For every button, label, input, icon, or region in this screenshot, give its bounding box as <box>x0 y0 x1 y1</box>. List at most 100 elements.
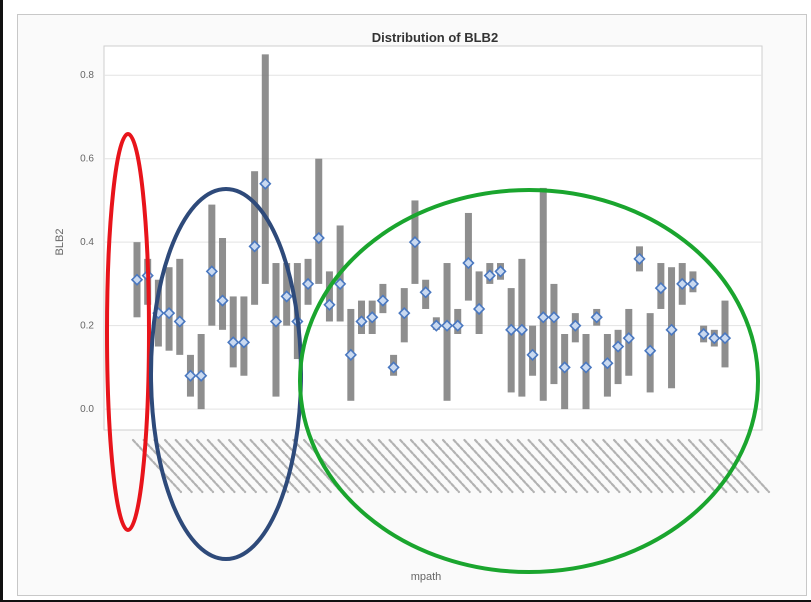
x-tick-label <box>474 438 525 494</box>
error-bar <box>614 329 622 385</box>
mean-marker <box>505 323 518 336</box>
x-tick-label <box>431 438 482 494</box>
mean-marker <box>398 306 411 320</box>
mean-marker <box>665 323 678 336</box>
mean-marker <box>344 348 357 362</box>
x-tick-label <box>217 438 268 494</box>
mean-marker <box>515 323 529 336</box>
mean-marker <box>472 302 486 316</box>
x-tick-label <box>153 438 204 494</box>
mean-marker <box>718 332 732 345</box>
x-tick-label <box>409 438 461 494</box>
x-tick-label <box>677 438 728 494</box>
mean-marker <box>483 269 496 282</box>
mean-marker <box>644 344 657 357</box>
x-tick-label <box>527 438 578 494</box>
mean-marker <box>601 357 614 370</box>
x-tick-label <box>174 438 225 494</box>
error-bar <box>550 283 558 385</box>
error-bar <box>507 288 515 393</box>
x-tick-label <box>634 438 685 494</box>
mean-marker <box>440 319 454 332</box>
x-tick-label <box>313 438 364 494</box>
x-axis-label: mpath <box>411 571 442 583</box>
error-bar <box>219 238 227 330</box>
highlight-ellipse <box>105 132 151 532</box>
mean-marker <box>312 231 325 245</box>
y-tick-label: 0.4 <box>80 237 94 248</box>
error-bar <box>240 296 248 376</box>
y-axis-ticks: 0.0 0.2 0.4 0.6 0.8 <box>80 70 94 415</box>
error-bar <box>539 187 547 401</box>
x-tick-label <box>538 438 589 494</box>
mean-marker <box>590 311 603 324</box>
x-tick-label <box>131 438 183 494</box>
mean-markers <box>130 177 732 382</box>
mean-marker <box>494 265 507 278</box>
chart-title: Distribution of BLB2 <box>372 30 498 45</box>
mean-marker <box>654 281 667 295</box>
mean-marker <box>162 306 176 320</box>
x-tick-label <box>719 438 771 494</box>
error-bar <box>261 54 269 284</box>
x-tick-label <box>281 438 332 494</box>
mean-marker <box>569 319 582 332</box>
x-tick-label <box>399 438 450 494</box>
x-tick-label <box>238 438 290 494</box>
y-tick-label: 0.6 <box>80 154 94 165</box>
x-tick-label <box>612 438 664 494</box>
x-tick-label <box>463 438 514 494</box>
mean-marker <box>355 315 368 328</box>
x-tick-label <box>335 438 386 494</box>
y-tick-label: 0.8 <box>80 70 94 81</box>
x-tick-label <box>228 438 279 494</box>
mean-marker <box>333 277 347 291</box>
mean-marker <box>611 340 625 353</box>
x-tick-label <box>591 438 642 494</box>
error-bar <box>443 263 451 401</box>
mean-marker <box>130 273 144 286</box>
x-tick-label <box>324 438 375 494</box>
error-bar <box>176 258 184 355</box>
x-tick-label <box>260 438 311 494</box>
mean-marker <box>408 236 422 249</box>
error-bar <box>208 204 216 326</box>
highlight-ellipse <box>298 188 760 574</box>
x-tick-label <box>163 438 215 494</box>
mean-marker <box>419 286 432 299</box>
mean-marker <box>301 277 315 291</box>
mean-marker <box>579 361 593 374</box>
mean-marker <box>195 369 208 382</box>
mean-marker <box>676 277 689 291</box>
mean-marker <box>269 315 283 328</box>
x-tick-label <box>484 438 535 494</box>
x-tick-label <box>185 438 236 494</box>
x-tick-label <box>420 438 471 494</box>
x-tick-label <box>367 438 418 494</box>
error-bar <box>251 171 259 305</box>
mean-marker <box>430 319 443 332</box>
x-tick-label <box>356 438 407 494</box>
error-bar <box>229 296 237 368</box>
mean-marker <box>537 311 550 324</box>
x-tick-label <box>570 438 621 494</box>
x-tick-label <box>602 438 653 494</box>
mean-marker <box>205 265 218 278</box>
mean-marker <box>280 290 293 303</box>
x-tick-label <box>495 438 546 494</box>
y-axis-label: BLB2 <box>54 229 66 256</box>
x-tick-label <box>506 438 557 494</box>
mean-marker <box>451 319 464 332</box>
mean-marker <box>622 332 635 345</box>
x-axis-categories <box>131 438 771 494</box>
highlight-ellipses <box>105 132 760 574</box>
x-tick-label <box>580 438 632 494</box>
error-bar <box>315 158 323 284</box>
x-tick-label <box>377 438 428 494</box>
x-tick-label <box>206 438 257 494</box>
mean-marker <box>708 332 721 345</box>
chart-svg: Distribution of BLB2 BLB2 mpath 0.00.20.… <box>54 30 771 583</box>
mean-marker <box>184 369 197 382</box>
x-tick-label <box>623 438 674 494</box>
mean-marker <box>259 177 272 190</box>
